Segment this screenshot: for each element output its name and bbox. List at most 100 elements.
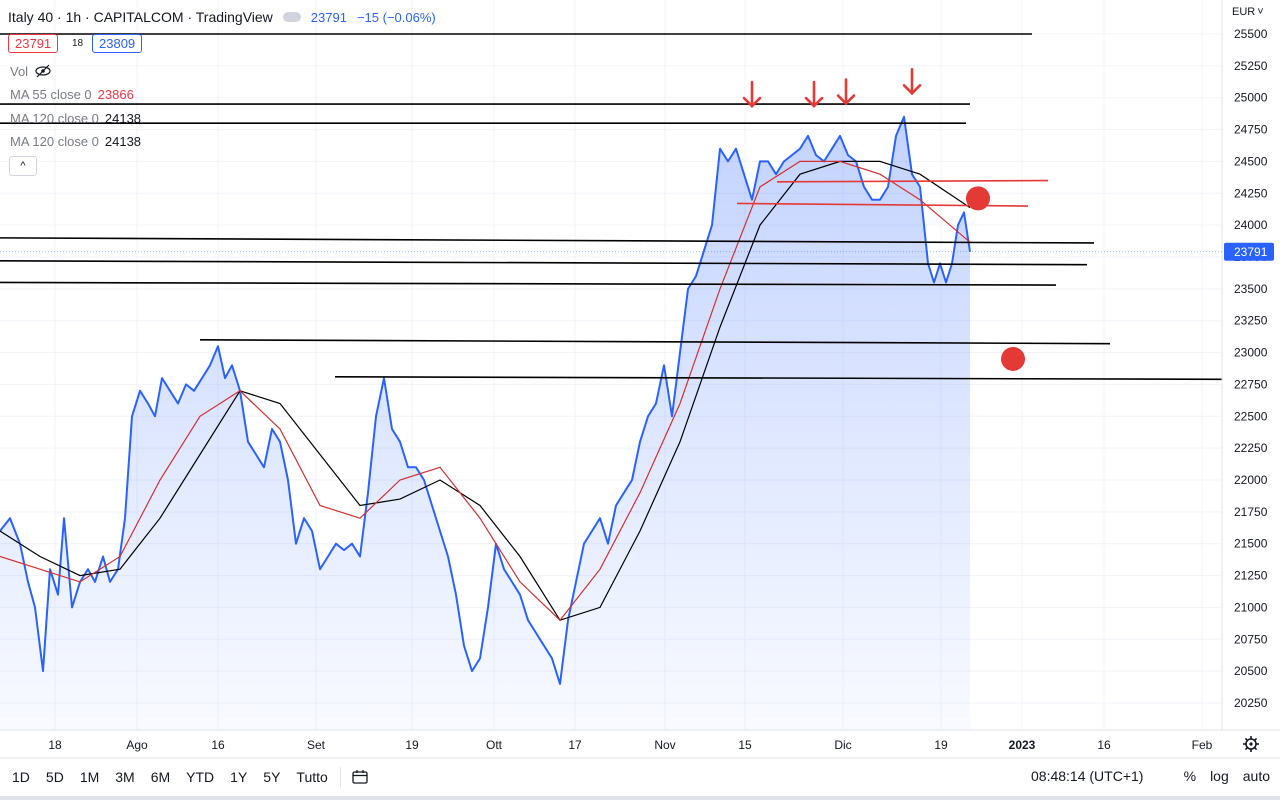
horizontal-line (0, 260, 1088, 266)
sell-quote[interactable]: 23791 (8, 32, 59, 54)
range-5d[interactable]: 5D (45, 769, 64, 785)
arrow-down-icon (804, 80, 824, 108)
vol-label: Vol (10, 63, 29, 79)
ma1-value: 23866 (97, 86, 134, 102)
axis-log-button[interactable]: log (1210, 768, 1229, 784)
drawn-lines (0, 33, 1223, 381)
x-tick-label: 17 (568, 738, 582, 752)
price-tag-label: 23791 (1234, 245, 1268, 259)
x-tick-label: 15 (738, 738, 752, 752)
header-change: −15 (−0.06%) (356, 9, 436, 25)
footer-strip (0, 796, 1280, 800)
horizontal-line (0, 281, 1057, 286)
price-fill (0, 116, 970, 731)
chevron-up-icon: ^ (20, 160, 26, 172)
axis-percent-button[interactable]: % (1183, 768, 1197, 784)
header-last-price: 23791 (310, 9, 347, 25)
price-area (0, 115, 971, 731)
y-tick-label: 20250 (1234, 696, 1268, 710)
y-tick-label: 22750 (1234, 377, 1268, 391)
horizontal-line (199, 339, 1111, 345)
x-tick-label: Set (307, 738, 326, 752)
axis-auto-button[interactable]: auto (1242, 768, 1270, 784)
arrow-down-icon (836, 78, 856, 106)
price-axis: 20250 20500 20750 21000 21250 21500 21750 22000… (1234, 27, 1268, 710)
clock[interactable]: 08:48:14 (UTC+1) (1031, 768, 1144, 784)
x-tick-label: 19 (934, 738, 948, 752)
y-tick-label: 21250 (1234, 569, 1268, 583)
y-tick-label: 24750 (1234, 123, 1268, 137)
y-tick-label: 25250 (1234, 59, 1268, 73)
x-tick-label: 19 (405, 738, 419, 752)
y-tick-label: 21000 (1234, 600, 1268, 614)
moving-averages (0, 160, 971, 622)
y-tick-label: 25500 (1234, 27, 1268, 41)
bottom-toolbar: 1D 5D 1M 3M 6M YTD 1Y 5Y Tutto (0, 758, 1280, 796)
eye-off-icon[interactable] (34, 64, 52, 78)
x-tick-label: Ott (486, 738, 503, 752)
y-tick-label: 23250 (1234, 314, 1268, 328)
last-price-tag: 23791 (0, 242, 1274, 261)
horizontal-line (334, 375, 1223, 381)
horizontal-line (0, 237, 1095, 244)
buy-price[interactable]: 23809 (92, 33, 143, 53)
range-3m[interactable]: 3M (115, 769, 135, 785)
ma3-value: 24138 (104, 133, 142, 149)
price-tag-bg (1224, 242, 1274, 261)
legend-vol[interactable]: Vol (10, 62, 52, 80)
arrow-down-icon (902, 68, 922, 96)
currency-label: EUR (1232, 6, 1256, 18)
range-1d[interactable]: 1D (12, 769, 30, 785)
range-1m[interactable]: 1M (79, 769, 100, 785)
arrow-down-icon (742, 80, 762, 108)
y-tick-label: 20500 (1234, 664, 1268, 678)
ma2-value: 24138 (104, 110, 142, 126)
red-dot (1001, 346, 1025, 371)
date-range-icon[interactable] (351, 769, 369, 785)
divider (339, 767, 341, 787)
x-tick-label: 2023 (1009, 738, 1036, 752)
ma-slow-line (0, 160, 971, 621)
legend-ma2[interactable]: MA 120 close 0 24138 (10, 109, 141, 127)
ma1-label: MA 55 close 0 (10, 86, 92, 102)
sell-price[interactable]: 23791 (8, 33, 59, 53)
y-tick-label: 21750 (1234, 505, 1268, 519)
y-tick-label: 22250 (1234, 441, 1268, 455)
range-1y[interactable]: 1Y (230, 769, 248, 785)
range-ytd[interactable]: YTD (186, 769, 215, 785)
y-tick-label: 23000 (1234, 346, 1268, 360)
y-tick-label: 24500 (1234, 154, 1268, 168)
y-tick-label: 22500 (1234, 409, 1268, 423)
y-tick-label: 21500 (1234, 537, 1268, 551)
x-tick-label: 16 (1097, 738, 1111, 752)
chart-header: Italy 40 · 1h · CAPITALCOM · TradingView… (8, 6, 436, 28)
red-dot (966, 186, 990, 211)
y-tick-label: 20750 (1234, 632, 1268, 646)
buy-quote[interactable]: 23809 (92, 32, 143, 54)
legend-collapse-button[interactable]: ^ (9, 156, 37, 176)
annotations (742, 68, 1025, 371)
x-tick-label: 16 (211, 738, 225, 752)
currency-selector[interactable]: EUR ˅ (1232, 6, 1264, 18)
chevron-down-icon: ˅ (1257, 6, 1264, 18)
range-5y[interactable]: 5Y (263, 769, 281, 785)
time-axis: 18 Ago 16 Set 19 Ott 17 Nov 15 Dic 19 2023 16 Feb (48, 738, 1212, 752)
range-tutto[interactable]: Tutto (296, 769, 328, 785)
settings-icon[interactable] (1243, 736, 1259, 752)
legend-ma3[interactable]: MA 120 close 0 24138 (10, 132, 141, 150)
x-tick-label: 18 (48, 738, 62, 752)
axis-mode-buttons: % log auto (1184, 768, 1270, 784)
range-6m[interactable]: 6M (150, 769, 171, 785)
legend-ma1[interactable]: MA 55 close 0 23866 (10, 85, 134, 103)
spread-value: 18 (72, 38, 84, 49)
symbol-title[interactable]: Italy 40 · 1h · CAPITALCOM · TradingView (8, 9, 273, 25)
red-line (776, 179, 1049, 183)
y-tick-label: 23500 (1234, 282, 1268, 296)
visibility-pill-icon[interactable] (282, 12, 301, 22)
price-line (0, 115, 971, 685)
x-tick-label: Ago (126, 738, 148, 752)
ma-fast-line (0, 160, 971, 622)
x-tick-label: Nov (654, 738, 675, 752)
y-tick-label: 25000 (1234, 91, 1268, 105)
